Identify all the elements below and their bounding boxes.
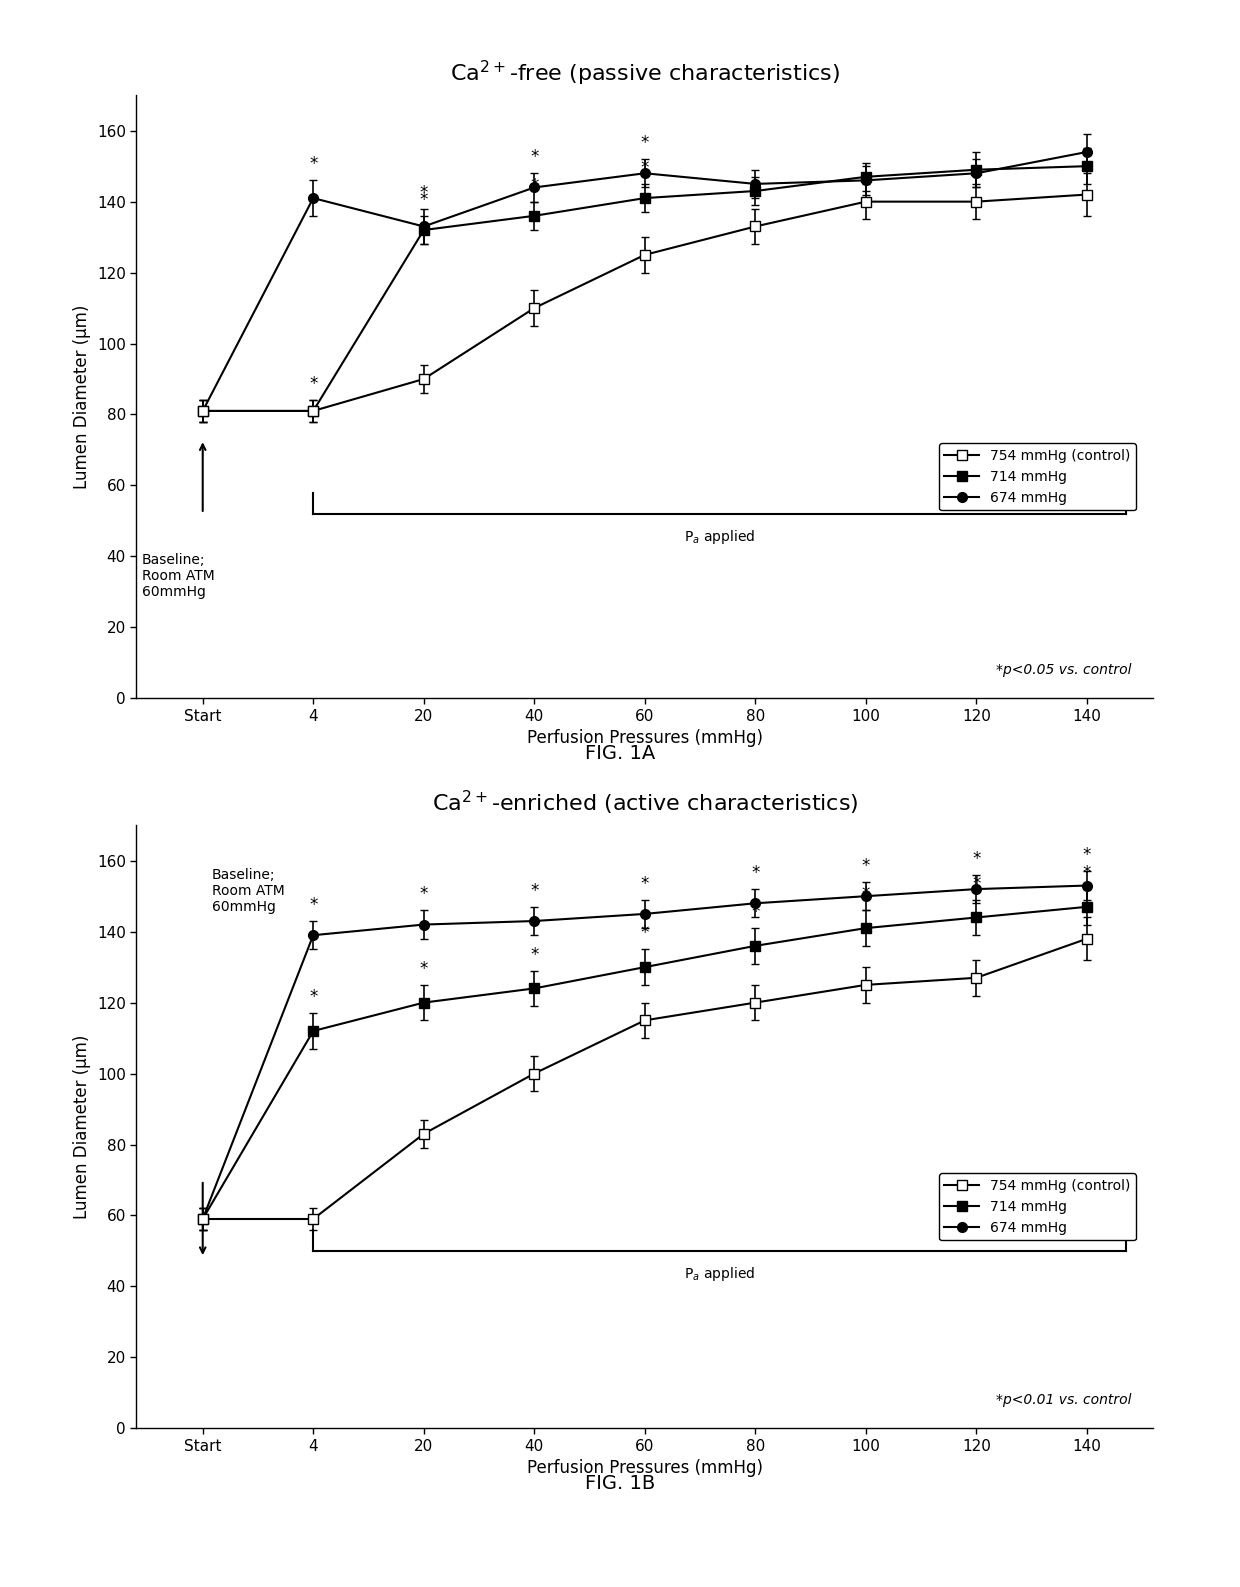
Text: *: * [1083, 846, 1091, 865]
Y-axis label: Lumen Diameter (μm): Lumen Diameter (μm) [73, 305, 92, 489]
Text: *: * [309, 989, 317, 1006]
Text: *: * [862, 857, 870, 874]
Text: *p<0.05 vs. control: *p<0.05 vs. control [996, 663, 1131, 678]
Text: *: * [641, 133, 649, 152]
Text: *: * [419, 190, 428, 209]
Text: *: * [419, 886, 428, 903]
Text: P$_a$ applied: P$_a$ applied [683, 1265, 755, 1284]
Text: *: * [751, 903, 760, 920]
Text: *: * [641, 924, 649, 943]
Text: *: * [309, 375, 317, 394]
Text: *: * [641, 159, 649, 176]
Text: *: * [862, 886, 870, 903]
Text: *: * [529, 882, 538, 900]
X-axis label: Perfusion Pressures (mmHg): Perfusion Pressures (mmHg) [527, 1460, 763, 1477]
Text: Baseline;
Room ATM
60mmHg: Baseline; Room ATM 60mmHg [141, 552, 215, 598]
Legend: 754 mmHg (control), 714 mmHg, 674 mmHg: 754 mmHg (control), 714 mmHg, 674 mmHg [939, 443, 1136, 511]
Text: *: * [419, 184, 428, 202]
Title: Ca$^{2+}$-free (passive characteristics): Ca$^{2+}$-free (passive characteristics) [450, 59, 839, 89]
Text: *: * [972, 849, 981, 868]
Text: *: * [419, 960, 428, 978]
Text: *p<0.01 vs. control: *p<0.01 vs. control [996, 1393, 1131, 1408]
Text: Baseline;
Room ATM
60mmHg: Baseline; Room ATM 60mmHg [212, 868, 284, 914]
Legend: 754 mmHg (control), 714 mmHg, 674 mmHg: 754 mmHg (control), 714 mmHg, 674 mmHg [939, 1173, 1136, 1241]
Text: P$_a$ applied: P$_a$ applied [683, 528, 755, 546]
Text: *: * [309, 156, 317, 173]
Text: FIG. 1A: FIG. 1A [585, 744, 655, 763]
Text: *: * [529, 176, 538, 195]
Text: FIG. 1B: FIG. 1B [585, 1474, 655, 1493]
Text: *: * [1083, 863, 1091, 882]
Text: *: * [641, 874, 649, 892]
Text: *: * [529, 148, 538, 167]
Title: Ca$^{2+}$-enriched (active characteristics): Ca$^{2+}$-enriched (active characteristi… [432, 789, 858, 817]
X-axis label: Perfusion Pressures (mmHg): Perfusion Pressures (mmHg) [527, 730, 763, 747]
Text: *: * [529, 946, 538, 963]
Y-axis label: Lumen Diameter (μm): Lumen Diameter (μm) [73, 1035, 92, 1219]
Text: *: * [972, 874, 981, 892]
Text: *: * [751, 863, 760, 882]
Text: *: * [309, 897, 317, 914]
